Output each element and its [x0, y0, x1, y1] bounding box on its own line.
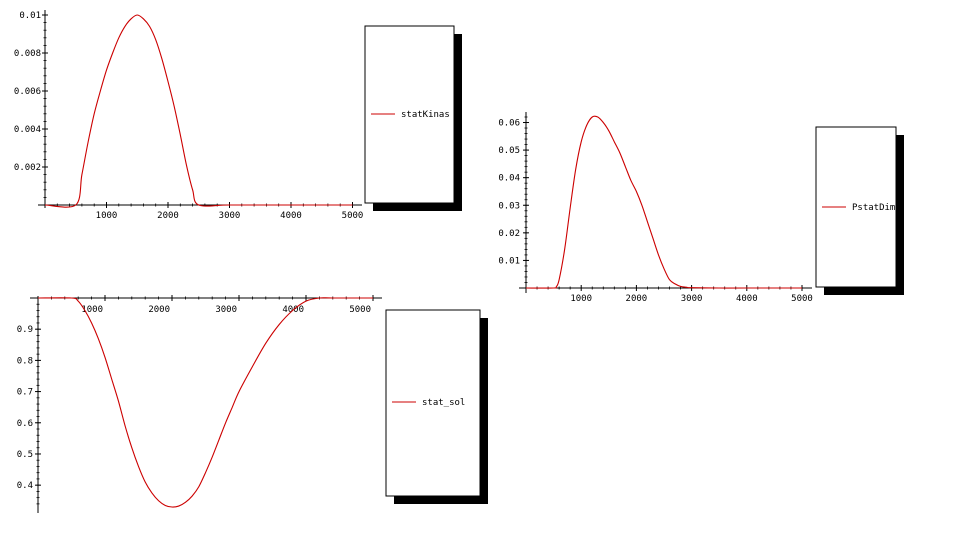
y-tick-label: 0.05 [498, 146, 520, 156]
x-tick-label: 1000 [570, 294, 592, 304]
y-tick-label: 0.006 [14, 87, 41, 97]
y-tick-label: 0.4 [17, 481, 33, 491]
y-tick-label: 0.06 [498, 119, 520, 129]
x-tick-label: 1000 [96, 211, 118, 221]
x-tick-label: 5000 [342, 211, 364, 221]
x-tick-label: 5000 [349, 305, 371, 315]
x-tick-label: 4000 [280, 211, 302, 221]
y-tick-label: 0.002 [14, 163, 41, 173]
stat-kinase-series-line [44, 14, 353, 208]
y-tick-label: 0.004 [14, 125, 41, 135]
legend-label: stat_sol [422, 398, 465, 408]
y-tick-label: 0.04 [498, 174, 520, 184]
y-tick-label: 0.6 [17, 419, 33, 429]
y-tick-label: 0.7 [17, 388, 33, 398]
pstat-dimer-series-line [525, 115, 802, 289]
y-tick-label: 0.9 [17, 325, 33, 335]
x-tick-label: 4000 [736, 294, 758, 304]
x-tick-label: 2000 [157, 211, 179, 221]
legend: stat_sol [385, 309, 488, 504]
x-tick-label: 1000 [81, 305, 103, 315]
stat-sol-series-line [37, 297, 373, 508]
legend: PstatDim [815, 126, 904, 295]
stat-kinase-chart: 1000 2000 3000 4000 5000 0.002 0.004 0.006 0.008… [14, 10, 462, 221]
y-tick-label: 0.8 [17, 356, 33, 366]
legend-box [385, 309, 481, 497]
x-tick-label: 3000 [215, 305, 237, 315]
pstat-dimer-chart: 1000 2000 3000 4000 5000 0.01 0.02 0.03 0.04 0.05… [498, 112, 904, 304]
x-tick-label: 3000 [681, 294, 703, 304]
legend: statKinas [364, 25, 462, 211]
y-tick-label: 0.008 [14, 49, 41, 59]
legend-label: PstatDim [852, 203, 895, 213]
legend-label: statKinas [401, 110, 450, 120]
stat-sol-chart: 1000 2000 3000 4000 50000.40.50.60.70.80.9st… [17, 295, 488, 513]
x-tick-label: 3000 [219, 211, 241, 221]
y-tick-label: 0.01 [498, 256, 520, 266]
y-tick-label: 0.03 [498, 201, 520, 211]
y-tick-label: 0.02 [498, 229, 520, 239]
x-tick-label: 2000 [148, 305, 170, 315]
y-tick-label: 0.5 [17, 450, 33, 460]
x-tick-label: 2000 [626, 294, 648, 304]
y-tick-label: 0.01 [19, 11, 41, 21]
x-tick-label: 5000 [791, 294, 813, 304]
